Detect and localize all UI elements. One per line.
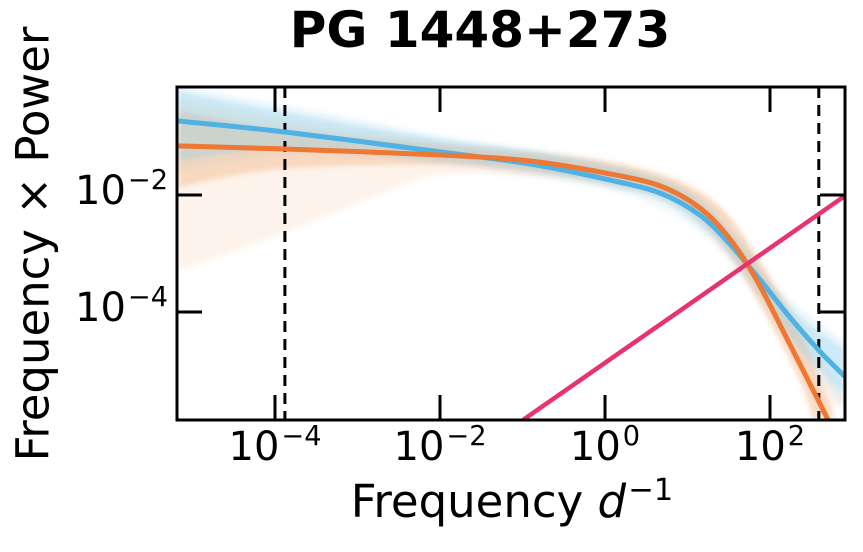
confidence-band-blue-inner [178,90,845,396]
y-tick-label: 10−4 [75,282,168,331]
confidence-bands [178,87,845,420]
x-axis-label-variable: d [597,475,627,528]
x-tick-label: 10−2 [393,421,487,470]
x-axis-label: Frequency d−1 [350,474,673,528]
tick-marks [177,87,845,420]
plot-clip-group [177,87,845,420]
x-axis-label-exponent: −1 [628,473,674,509]
y-axis-label: Frequency × Power [6,26,60,462]
psd-model-orange [177,143,831,420]
psd-model-blue [177,118,845,379]
confidence-band-orange-outer [178,98,845,420]
x-tick-label: 102 [734,421,806,470]
x-tick-label: 100 [569,421,641,470]
y-tick-label: 10−2 [75,165,168,214]
x-axis-label-text: Frequency [350,475,598,528]
plot-frame [175,85,847,422]
poisson-noise-line [521,194,845,420]
x-tick-label: 10−4 [228,421,322,470]
plot-title: PG 1448+273 [289,1,671,59]
